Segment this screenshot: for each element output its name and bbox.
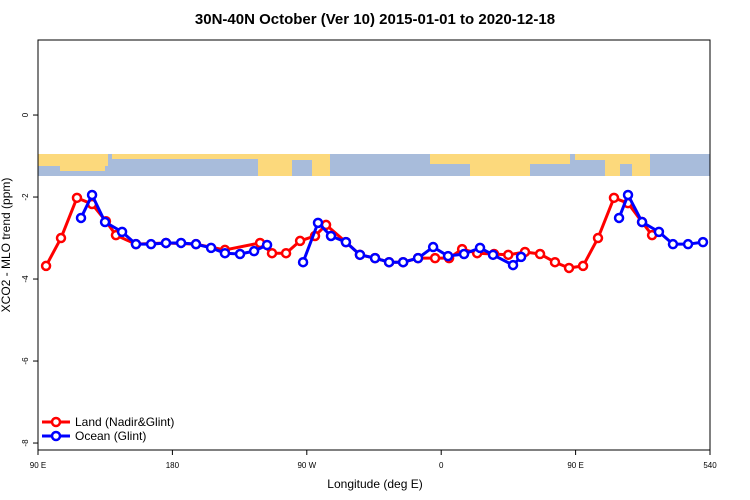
x-tick-label: 90 E — [30, 461, 46, 470]
data-point — [429, 252, 441, 264]
data-point — [534, 248, 546, 260]
data-point — [99, 216, 111, 228]
y-tick-label: -8 — [21, 439, 30, 447]
data-point — [116, 226, 128, 238]
data-point — [577, 260, 589, 272]
data-point — [442, 250, 454, 262]
data-point — [248, 245, 260, 257]
data-point — [55, 232, 67, 244]
data-point — [297, 256, 309, 268]
plot-frame — [37, 39, 711, 451]
data-point — [325, 230, 337, 242]
data-point — [75, 212, 87, 224]
x-tick-label: 540 — [703, 461, 717, 470]
data-point — [613, 212, 625, 224]
data-point — [71, 192, 83, 204]
data-point — [487, 249, 499, 261]
data-point — [261, 239, 273, 251]
data-point — [653, 226, 665, 238]
data-point — [190, 238, 202, 250]
data-point — [145, 238, 157, 250]
chart-title: 30N-40N October (Ver 10) 2015-01-01 to 2… — [195, 11, 555, 28]
data-point — [354, 249, 366, 261]
data-point — [130, 238, 142, 250]
data-point — [667, 238, 679, 250]
y-tick-label: -6 — [21, 357, 30, 365]
data-point — [294, 235, 306, 247]
data-point — [383, 256, 395, 268]
x-tick-label: 0 — [439, 461, 444, 470]
data-point — [515, 251, 527, 263]
data-point — [592, 232, 604, 244]
y-tick-label: -4 — [21, 275, 30, 283]
x-tick-label: 90 W — [297, 461, 316, 470]
legend-marker — [50, 430, 62, 442]
data-point — [205, 242, 217, 254]
data-point — [397, 256, 409, 268]
map-strip — [38, 154, 710, 176]
data-point — [458, 248, 470, 260]
data-point — [474, 242, 486, 254]
legend-label: Ocean (Glint) — [75, 429, 146, 443]
data-point — [86, 189, 98, 201]
data-point — [369, 252, 381, 264]
data-point — [219, 247, 231, 259]
data-point — [507, 259, 519, 271]
data-point — [234, 248, 246, 260]
data-point — [312, 217, 324, 229]
series-line — [44, 196, 654, 270]
data-point — [608, 192, 620, 204]
data-point — [280, 247, 292, 259]
y-tick-label: -2 — [21, 193, 30, 201]
x-tick-label: 180 — [166, 461, 180, 470]
legend-marker — [50, 416, 62, 428]
legend-label: Land (Nadir&Glint) — [75, 415, 174, 429]
data-point — [697, 236, 709, 248]
x-axis-label: Longitude (deg E) — [327, 477, 422, 491]
data-point — [503, 249, 514, 261]
data-point — [682, 238, 694, 250]
y-tick-label: 0 — [21, 112, 30, 117]
data-point — [636, 216, 648, 228]
data-point — [160, 237, 172, 249]
data-point — [412, 252, 424, 264]
x-tick-label: 90 E — [567, 461, 583, 470]
y-axis-label: XCO2 - MLO trend (ppm) — [0, 178, 13, 313]
data-point — [427, 241, 439, 253]
data-point — [40, 260, 52, 272]
data-point — [549, 256, 561, 268]
data-point — [266, 247, 278, 259]
data-point — [563, 262, 575, 274]
data-point — [622, 189, 634, 201]
data-point — [340, 236, 352, 248]
data-point — [175, 237, 187, 249]
